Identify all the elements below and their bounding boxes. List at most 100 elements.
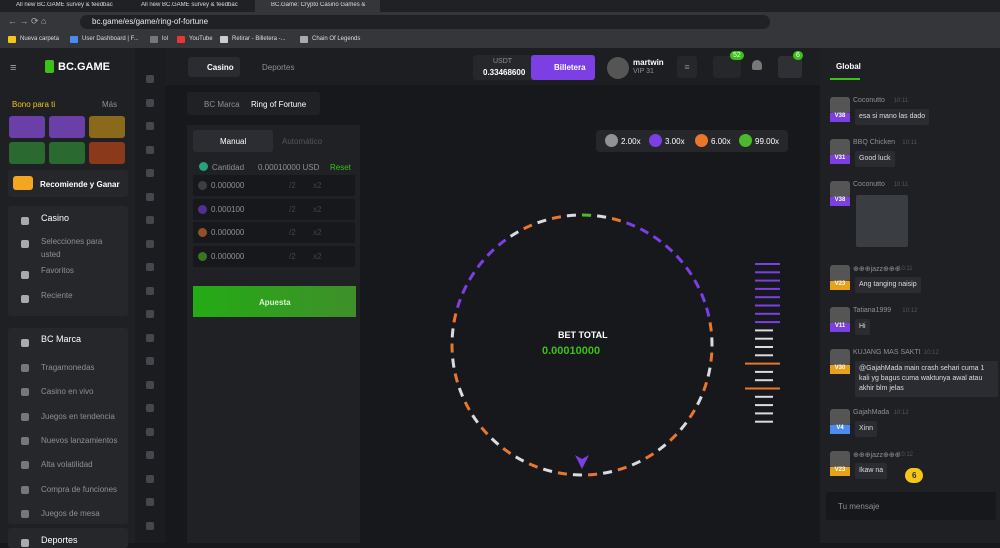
bookmark[interactable]: Retirar - Billetera -...	[232, 36, 286, 42]
rail-icon[interactable]	[146, 381, 154, 389]
username[interactable]: BBQ Chicken	[853, 139, 895, 146]
picks[interactable]: Selecciones para usted	[41, 235, 121, 261]
avatar[interactable]	[830, 265, 850, 282]
rail-icon[interactable]	[146, 334, 154, 342]
avatar[interactable]	[830, 139, 850, 156]
rail-icon[interactable]	[146, 357, 154, 365]
bonus-tile[interactable]	[9, 116, 45, 138]
bookmark[interactable]: User Dashboard | F...	[82, 36, 139, 42]
nav-sports[interactable]: Deportes	[262, 63, 294, 72]
rail-icon[interactable]	[146, 75, 154, 83]
casino[interactable]: Casino	[41, 213, 69, 223]
rail-icon[interactable]	[146, 498, 154, 506]
rail-icon[interactable]	[146, 216, 154, 224]
double[interactable]: x2	[313, 252, 321, 261]
sidebar-item[interactable]: Tragamonedas	[41, 363, 95, 372]
avatar[interactable]	[830, 409, 850, 426]
menu[interactable]: ≡	[677, 56, 697, 78]
unread[interactable]: 6	[905, 468, 923, 483]
avatar[interactable]	[830, 349, 850, 366]
half[interactable]: /2	[289, 205, 296, 214]
username[interactable]: Coconutto	[853, 181, 885, 188]
bell[interactable]	[752, 60, 762, 70]
input[interactable]: Tu mensaje	[838, 502, 880, 511]
row-value[interactable]: 0.000100	[211, 205, 244, 214]
refer[interactable]: Recomiende y Ganar	[40, 180, 120, 189]
double[interactable]: x2	[313, 181, 321, 190]
row-value[interactable]: 0.000000	[211, 181, 244, 190]
bookmark[interactable]: YouTube	[189, 36, 213, 42]
double[interactable]: x2	[313, 205, 321, 214]
bonus-tile[interactable]	[89, 142, 125, 164]
bonus-tile[interactable]	[49, 142, 85, 164]
rail-icon[interactable]	[146, 146, 154, 154]
bet-button[interactable]: Apuesta	[259, 298, 291, 307]
bookmark[interactable]: Chain Of Legends	[312, 36, 360, 42]
row-value[interactable]: 0.000000	[211, 228, 244, 237]
tab-title[interactable]: BC.Game: Crypto Casino Games &	[271, 2, 368, 8]
username[interactable]: KUJANG MAS SAKTI	[853, 349, 921, 356]
username[interactable]: ⊕⊕⊕jazz⊕⊕⊕	[853, 451, 901, 459]
avatar[interactable]	[830, 181, 850, 198]
bonus-tile[interactable]	[9, 142, 45, 164]
sidebar-item[interactable]: Casino en vivo	[41, 387, 93, 396]
avatar[interactable]	[830, 451, 850, 468]
url[interactable]: bc.game/es/game/ring-of-fortune	[92, 17, 208, 26]
username[interactable]: Tatiana1999	[853, 307, 891, 314]
half[interactable]: /2	[289, 252, 296, 261]
username[interactable]: martwin	[633, 58, 664, 67]
bonus-tile[interactable]	[89, 116, 125, 138]
sports[interactable]: Deportes	[41, 535, 78, 545]
crumb-brand[interactable]: BC Marca	[204, 100, 240, 109]
rail-icon[interactable]	[146, 193, 154, 201]
avatar[interactable]	[830, 97, 850, 114]
currency[interactable]: USDT	[493, 58, 512, 65]
username[interactable]: ⊕⊕⊕jazz⊕⊕⊕	[853, 265, 901, 273]
rail-icon[interactable]	[146, 122, 154, 130]
favorites[interactable]: Favoritos	[41, 266, 74, 275]
reset[interactable]: Reset	[330, 163, 351, 172]
ring-segment	[538, 220, 547, 223]
bonus-more[interactable]: Más	[102, 100, 117, 109]
half[interactable]: /2	[289, 181, 296, 190]
rail-icon[interactable]	[146, 240, 154, 248]
nav-buttons[interactable]: ← → ⟳ ⌂	[8, 16, 68, 26]
rail-icon[interactable]	[146, 451, 154, 459]
tab-auto[interactable]: Automático	[282, 137, 322, 146]
rail-icon[interactable]	[146, 263, 154, 271]
sidebar-item[interactable]: Juegos en tendencia	[41, 412, 115, 421]
double[interactable]: x2	[313, 228, 321, 237]
tab-manual[interactable]: Manual	[220, 137, 246, 146]
tab-title[interactable]: All new BC.GAME survey & feedback	[141, 2, 238, 8]
rail-icon[interactable]	[146, 522, 154, 530]
row-value[interactable]: 0.000000	[211, 252, 244, 261]
sidebar-item[interactable]: Alta volatilidad	[41, 460, 93, 469]
rail-icon[interactable]	[146, 287, 154, 295]
sidebar-item[interactable]: Juegos de mesa	[41, 509, 100, 518]
menu-button[interactable]: ≡	[10, 62, 16, 74]
bookmark[interactable]: lol	[162, 36, 168, 42]
bonus-tile[interactable]	[49, 116, 85, 138]
nav-casino[interactable]: Casino	[207, 63, 234, 72]
sidebar-item[interactable]: Compra de funciones	[41, 485, 117, 494]
logo[interactable]: BC.GAME	[58, 61, 110, 73]
ring-segment	[524, 225, 532, 229]
rail-icon[interactable]	[146, 475, 154, 483]
wallet-button[interactable]: Billetera	[554, 63, 586, 72]
rail-icon[interactable]	[146, 310, 154, 318]
rail-icon[interactable]	[146, 169, 154, 177]
avatar[interactable]	[607, 57, 629, 79]
rail-icon[interactable]	[146, 428, 154, 436]
recent[interactable]: Reciente	[41, 291, 73, 300]
brand[interactable]: BC Marca	[41, 334, 81, 344]
rail-icon[interactable]	[146, 99, 154, 107]
chat-tab[interactable]: Global	[836, 62, 861, 71]
username[interactable]: GajahMada	[853, 409, 889, 416]
bookmark[interactable]: Nueva carpeta	[20, 36, 59, 42]
tab-title[interactable]: All new BC.GAME survey & feedback	[16, 2, 113, 8]
username[interactable]: Coconutto	[853, 97, 885, 104]
avatar[interactable]	[830, 307, 850, 324]
rail-icon[interactable]	[146, 404, 154, 412]
sidebar-item[interactable]: Nuevos lanzamientos	[41, 436, 117, 445]
half[interactable]: /2	[289, 228, 296, 237]
